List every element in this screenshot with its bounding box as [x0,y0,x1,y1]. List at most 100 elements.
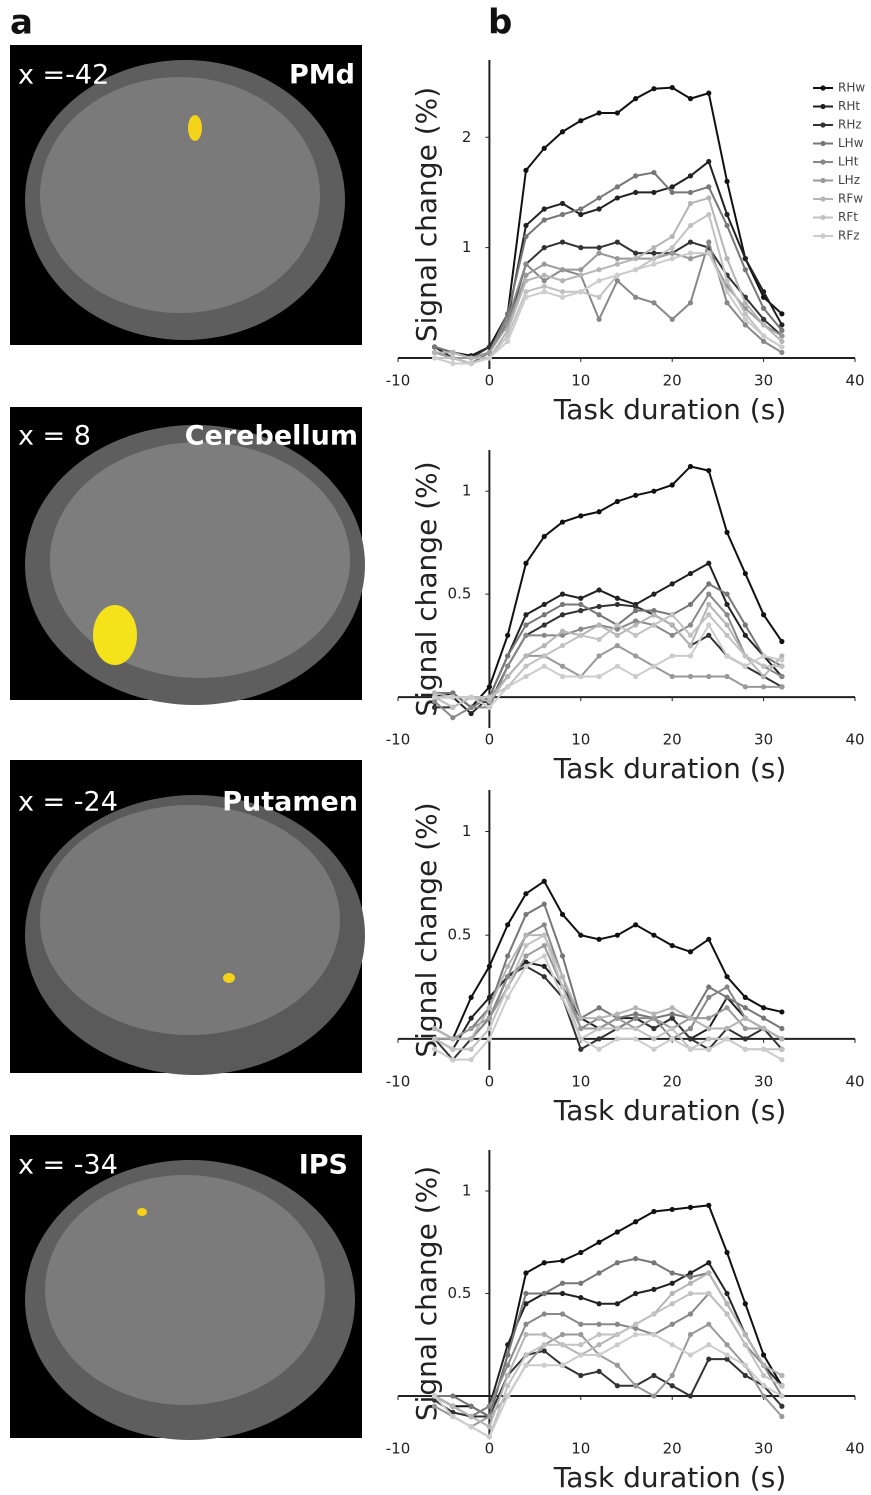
data-point [670,943,675,948]
data-point [706,1047,711,1052]
data-point [432,695,437,700]
data-point [743,664,748,669]
data-point [523,262,528,267]
data-point [761,289,766,294]
legend-swatch [820,215,825,220]
data-point [505,653,510,658]
data-point [688,1275,693,1280]
data-point [615,622,620,627]
data-point [706,674,711,679]
brain-image: x = -24 Putamen [10,760,365,1075]
data-point [523,664,528,669]
data-point [651,1036,656,1041]
data-point [578,1322,583,1327]
data-point [542,278,547,283]
data-point [560,643,565,648]
data-point [523,622,528,627]
data-point [432,1036,437,1041]
data-point [487,1016,492,1021]
data-point [505,664,510,669]
data-point [596,1322,601,1327]
data-point [743,1016,748,1021]
data-point [670,612,675,617]
data-point [487,1026,492,1031]
data-point [761,1352,766,1357]
data-point [578,1332,583,1337]
data-point [615,602,620,607]
data-point [542,1342,547,1347]
data-point [633,1005,638,1010]
data-point [523,278,528,283]
y-axis-label: Signal change (%) [410,87,443,342]
legend-label: RHw [838,81,865,95]
data-point [724,289,729,294]
data-point [670,1383,675,1388]
data-point [743,995,748,1000]
data-point [688,1036,693,1041]
slice-label: x = -34 [18,1150,118,1181]
data-point [578,118,583,123]
data-point [560,664,565,669]
data-point [651,1311,656,1316]
data-point [724,300,729,305]
data-point [523,273,528,278]
data-point [596,1016,601,1021]
data-point [596,1026,601,1031]
data-point [688,571,693,576]
data-point [596,612,601,617]
data-point [761,1026,766,1031]
legend-label: RFw [838,192,863,206]
data-point [578,633,583,638]
data-point [542,534,547,539]
data-point [450,1057,455,1062]
data-point [505,1373,510,1378]
data-point [688,464,693,469]
data-point [523,1332,528,1337]
data-point [596,637,601,642]
data-point [761,333,766,338]
data-point [688,256,693,261]
data-point [743,322,748,327]
data-point [542,879,547,884]
legend-swatch [820,178,825,183]
data-point [688,1026,693,1031]
data-point [724,1352,729,1357]
data-point [615,1260,620,1265]
data-point [724,179,729,184]
data-point [633,622,638,627]
data-point [779,684,784,689]
data-point [615,273,620,278]
data-point [523,1352,528,1357]
x-tick-label: 0 [485,372,495,390]
data-point [469,1414,474,1419]
data-point [779,1383,784,1388]
data-point [542,922,547,927]
data-point [578,1342,583,1347]
data-point [596,622,601,627]
data-point [560,278,565,283]
data-point [633,267,638,272]
data-point [542,612,547,617]
data-point [615,262,620,267]
data-point [523,1291,528,1296]
x-tick-label: 10 [571,731,590,749]
data-point [651,262,656,267]
data-point [670,1291,675,1296]
data-point [651,1026,656,1031]
data-point [505,1383,510,1388]
data-point [761,339,766,344]
x-axis-label: Task duration (s) [553,752,787,785]
data-point [743,300,748,305]
y-tick-label: 1 [462,238,472,256]
data-point [578,1373,583,1378]
data-point [779,1373,784,1378]
data-point [542,602,547,607]
data-point [743,1036,748,1041]
data-point [523,674,528,679]
data-point [505,339,510,344]
data-point [706,612,711,617]
data-point [724,278,729,283]
data-point [706,251,711,256]
legend-label: LHt [838,155,859,169]
data-point [633,653,638,658]
